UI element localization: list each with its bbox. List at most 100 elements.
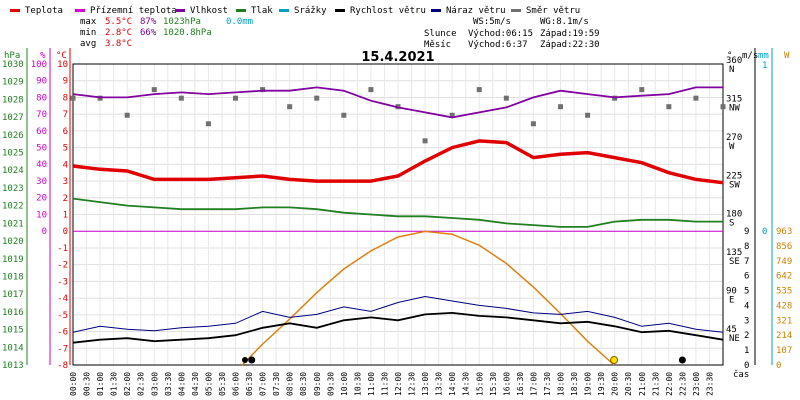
x-tick-label: 14:00 (448, 372, 457, 396)
unit-pressure: hPa (4, 51, 20, 61)
wind-direction-point (720, 104, 726, 110)
direction-name-label: N (729, 65, 734, 75)
solar-tick-label: 642 (776, 272, 792, 282)
temperature-tick-label: 2 (63, 194, 68, 204)
wind-direction-point (70, 95, 76, 101)
unit-solar: W (784, 51, 790, 61)
x-tick-label: 15:00 (475, 372, 484, 396)
tick-labels: 1030102910281027102610251024102310221021… (2, 56, 792, 371)
temperature-tick-label: 10 (57, 60, 68, 70)
wind-tick-label: 9 (744, 227, 749, 237)
temperature-tick-label: -6 (57, 328, 68, 338)
x-tick-label: 07:30 (272, 372, 281, 396)
stat-press-max: 1023hPa (163, 17, 201, 27)
pressure-tick-label: 1022 (2, 202, 24, 212)
unit-temperature: °C (56, 51, 67, 61)
x-tick-labels: 00:00 00:30 01:00 01:30 02:00 02:30 03:00 03:30… (69, 372, 714, 396)
unit-wind: m/s (742, 51, 758, 61)
direction-tick-label: 225 (726, 171, 742, 181)
wind-tick-label: 0 (744, 361, 749, 371)
temperature-tick-label: 7 (63, 110, 68, 120)
x-tick-label: 13:30 (435, 372, 444, 396)
direction-tick-label: 315 (726, 94, 742, 104)
pressure-tick-label: 1028 (2, 95, 24, 105)
info-moon-set: Západ:22:30 (540, 40, 600, 50)
wind-direction-point (314, 95, 320, 101)
x-tick-label: 03:30 (164, 372, 173, 396)
pressure-tick-label: 1014 (2, 343, 24, 353)
stat-label-min: min (80, 28, 96, 38)
legend-swatch-smer (511, 9, 521, 12)
stat-temp-avg: 3.8°C (105, 39, 132, 49)
legend-label-rychlost: Rychlost větru (350, 6, 426, 16)
legend-label-vlhkost: Vlhkost (190, 6, 228, 16)
humidity-tick-label: 90 (36, 77, 47, 87)
x-tick-label: 21:00 (638, 372, 647, 396)
pressure-tick-label: 1025 (2, 149, 24, 159)
direction-tick-label: 180 (726, 210, 742, 220)
info-sun-set: Západ:19:59 (540, 29, 600, 39)
x-tick-label: 00:30 (83, 372, 92, 396)
temperature-tick-label: 5 (63, 144, 68, 154)
x-tick-label: 06:30 (245, 372, 254, 396)
pressure-tick-label: 1013 (2, 361, 24, 371)
wind-gust-line (72, 295, 724, 333)
x-tick-label: 22:30 (678, 372, 687, 396)
wind-direction-point (530, 121, 536, 127)
legend-swatch-prizemni (75, 9, 85, 12)
temperature-tick-label: 4 (63, 160, 68, 170)
x-tick-label: 12:00 (394, 372, 403, 396)
pressure-line (72, 197, 723, 228)
moon-set-marker (678, 356, 686, 364)
rain-tick-label: 0 (762, 227, 767, 237)
solar-tick-label: 0 (776, 361, 781, 371)
wind-direction-point (151, 87, 157, 93)
humidity-tick-label: 60 (36, 127, 47, 137)
legend-label-srazky: Srážky (294, 6, 327, 16)
solar-tick-label: 214 (776, 331, 792, 341)
x-tick-label: 00:00 (69, 372, 78, 396)
solar-tick-label: 963 (776, 227, 792, 237)
temperature-tick-label: 9 (63, 77, 68, 87)
temperature-line (72, 139, 724, 185)
x-tick-label: 23:30 (705, 372, 714, 396)
wind-direction-point (476, 87, 482, 93)
x-tick-label: 02:00 (123, 372, 132, 396)
solar-line (241, 230, 615, 366)
x-tick-label: 06:00 (232, 372, 241, 396)
plot-frame (72, 63, 724, 366)
wind-tick-label: 1 (744, 346, 749, 356)
x-tick-label: 20:00 (611, 372, 620, 396)
x-tick-label: 10:30 (353, 372, 362, 396)
x-tick-label: 18:30 (570, 372, 579, 396)
pressure-tick-label: 1020 (2, 237, 24, 247)
stat-hum-min: 66% (140, 28, 157, 38)
stat-label-max: max (80, 17, 97, 27)
wind-tick-label: 2 (744, 331, 749, 341)
solar-tick-label: 107 (776, 346, 792, 356)
humidity-tick-label: 0 (42, 227, 47, 237)
x-tick-label: 21:30 (651, 372, 660, 396)
solar-tick-label: 535 (776, 287, 792, 297)
pressure-tick-label: 1024 (2, 166, 24, 176)
sun-set-marker (610, 356, 619, 364)
moon-marker-2 (241, 357, 248, 363)
x-tick-label: 10:00 (340, 372, 349, 396)
x-tick-label: 07:00 (259, 372, 268, 396)
stat-temp-max: 5.5°C (105, 17, 132, 27)
stat-rain: 0.0mm (226, 17, 253, 27)
wind-direction-point (341, 112, 347, 118)
pressure-tick-label: 1019 (2, 255, 24, 265)
legend-label-naraz: Náraz větru (446, 6, 506, 16)
pressure-tick-label: 1016 (2, 308, 24, 318)
direction-tick-label: 45 (726, 325, 737, 335)
temperature-tick-label: -8 (57, 361, 68, 371)
humidity-tick-label: 40 (36, 160, 47, 170)
wind-direction-point (558, 104, 563, 110)
temperature-tick-label: 1 (63, 211, 68, 221)
pressure-tick-label: 1015 (2, 326, 24, 336)
temperature-tick-label: -5 (57, 311, 68, 321)
humidity-tick-label: 100 (31, 60, 47, 70)
legend-swatch-vlhkost (175, 9, 185, 12)
